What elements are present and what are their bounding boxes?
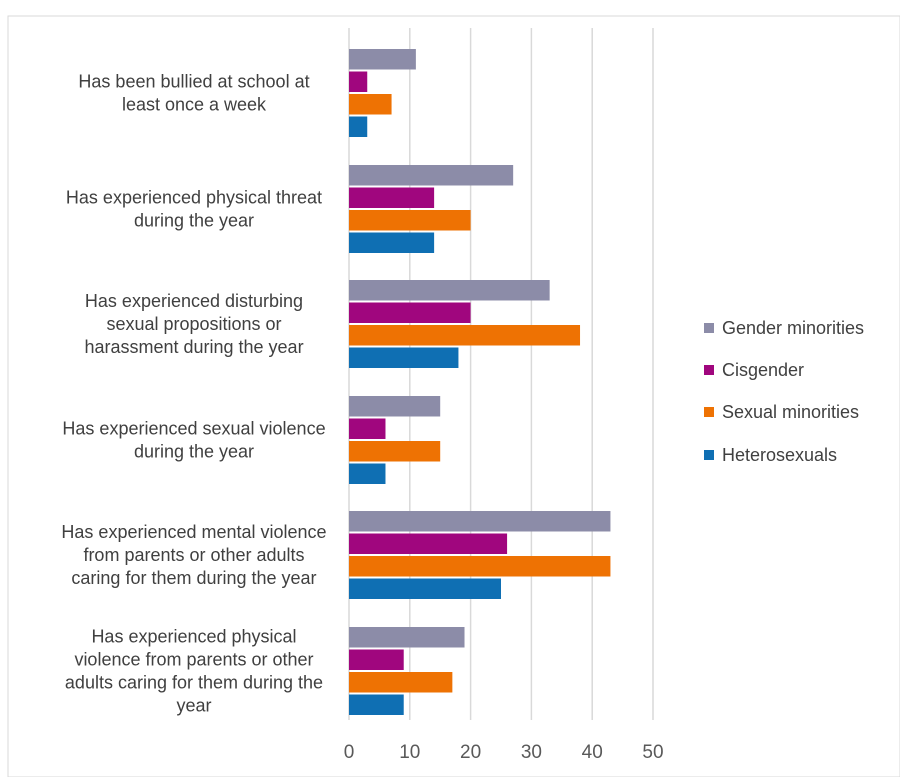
category-label: harassment during the year [84, 337, 303, 357]
category-label: Has been bullied at school at [78, 72, 309, 92]
category-label: Has experienced sexual violence [62, 419, 325, 439]
legend-swatch [704, 323, 714, 333]
bar [349, 187, 435, 208]
bar [349, 210, 471, 231]
category-labels: Has been bullied at school at least once … [61, 72, 326, 716]
chart-frame [7, 15, 900, 777]
bar [349, 116, 368, 137]
bars [349, 49, 611, 715]
bar [349, 302, 471, 323]
bar [349, 49, 416, 70]
legend-label: Heterosexuals [722, 445, 837, 465]
x-tick-label: 0 [344, 742, 355, 763]
bar [349, 347, 459, 368]
category-label: sexual propositions or [106, 314, 281, 334]
bar [349, 556, 611, 577]
legend-swatch [704, 407, 714, 417]
category-label: least once a week [122, 95, 267, 115]
gridlines [348, 28, 654, 720]
category-label: during the year [134, 211, 254, 231]
bar [349, 672, 453, 693]
bar [349, 578, 501, 599]
x-tick-label: 50 [642, 742, 663, 763]
bar [349, 511, 611, 532]
bar [349, 441, 441, 462]
category-label: Has experienced mental violence [61, 522, 326, 542]
x-tick-label: 40 [582, 742, 603, 763]
bar [349, 232, 435, 253]
bar [349, 71, 368, 92]
bar [349, 94, 392, 115]
bar [349, 325, 581, 346]
x-axis-tick-labels: 0 10 20 30 40 50 [344, 742, 664, 763]
x-tick-label: 20 [460, 742, 481, 763]
legend: Gender minorities Cisgender Sexual minorit… [704, 318, 864, 465]
bar [349, 533, 508, 554]
bar [349, 627, 465, 648]
legend-label: Sexual minorities [722, 402, 859, 422]
category-label: year [176, 696, 211, 716]
legend-swatch [704, 365, 714, 375]
x-tick-label: 30 [521, 742, 542, 763]
category-label: violence from parents or other [74, 650, 313, 670]
bar [349, 418, 386, 439]
category-label: during the year [134, 442, 254, 462]
x-tick-label: 10 [399, 742, 420, 763]
category-label: Has experienced physical [91, 627, 296, 647]
legend-label: Cisgender [722, 360, 804, 380]
category-label: Has experienced disturbing [85, 291, 303, 311]
bar [349, 165, 514, 186]
legend-label: Gender minorities [722, 318, 864, 338]
bar [349, 649, 404, 670]
category-label: adults caring for them during the [65, 673, 323, 693]
category-label: Has experienced physical threat [66, 188, 322, 208]
bar [349, 280, 550, 301]
category-label: from parents or other adults [83, 545, 304, 565]
legend-swatch [704, 450, 714, 460]
bar [349, 694, 404, 715]
bar [349, 463, 386, 484]
bar [349, 396, 441, 417]
category-label: caring for them during the year [71, 568, 316, 588]
